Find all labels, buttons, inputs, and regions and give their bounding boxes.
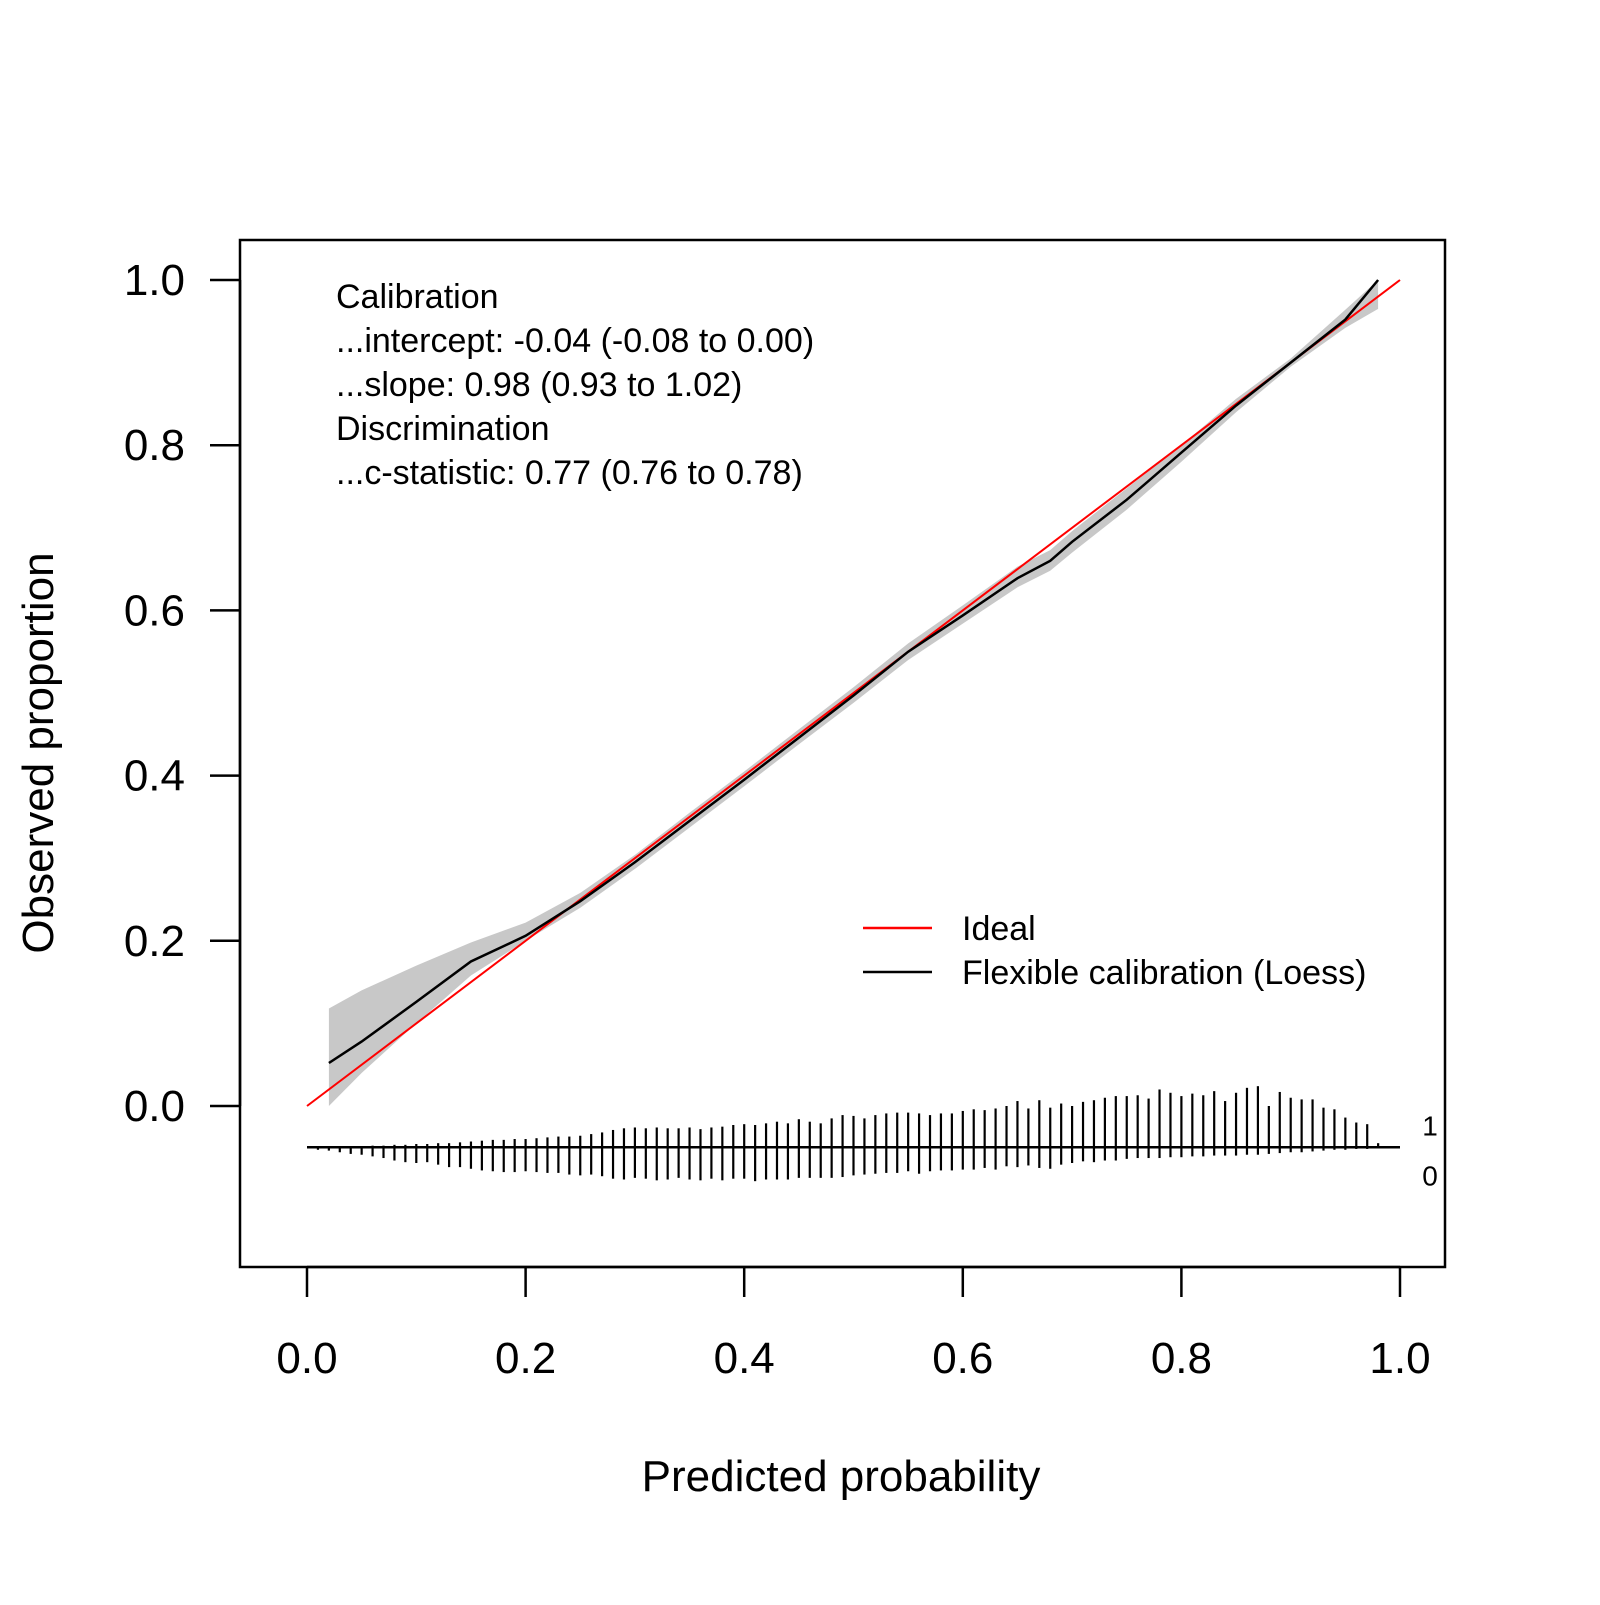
y-tick-label: 1.0 [124, 256, 185, 305]
x-tick-label: 0.8 [1151, 1334, 1212, 1383]
y-axis-title: Observed proportion [14, 552, 63, 953]
x-axis-title: Predicted probability [642, 1452, 1041, 1501]
legend-label: Flexible calibration (Loess) [962, 954, 1366, 992]
annotation-line: Calibration [336, 278, 499, 316]
spike-histogram: 10 [307, 1086, 1438, 1191]
y-tick-label: 0.2 [124, 917, 185, 966]
annotation-block: Calibration ...intercept: -0.04 (-0.08 to… [336, 278, 814, 492]
y-tick-label: 0.4 [124, 752, 185, 801]
axes: 0.0 0.2 0.4 0.6 0.8 1.0 0.0 0.2 0.4 0.6 0.8 1.0 [124, 256, 1431, 1383]
x-tick-label: 0.4 [714, 1334, 775, 1383]
spike-label-events: 1 [1422, 1110, 1438, 1141]
y-tick-label: 0.0 [124, 1082, 185, 1131]
y-tick-label: 0.8 [124, 421, 185, 470]
y-tick-label: 0.6 [124, 586, 185, 635]
annotation-line: Discrimination [336, 410, 550, 448]
legend-label: Ideal [962, 910, 1036, 948]
x-tick-label: 0.6 [932, 1334, 993, 1383]
annotation-line: ...slope: 0.98 (0.93 to 1.02) [336, 366, 742, 404]
annotation-line: ...c-statistic: 0.77 (0.76 to 0.78) [336, 454, 803, 492]
legend: Ideal Flexible calibration (Loess) [863, 910, 1366, 992]
x-tick-label: 1.0 [1369, 1334, 1430, 1383]
spike-label-non-events: 0 [1422, 1160, 1438, 1191]
x-tick-label: 0.0 [276, 1334, 337, 1383]
annotation-line: ...intercept: -0.04 (-0.08 to 0.00) [336, 322, 814, 360]
x-tick-label: 0.2 [495, 1334, 556, 1383]
